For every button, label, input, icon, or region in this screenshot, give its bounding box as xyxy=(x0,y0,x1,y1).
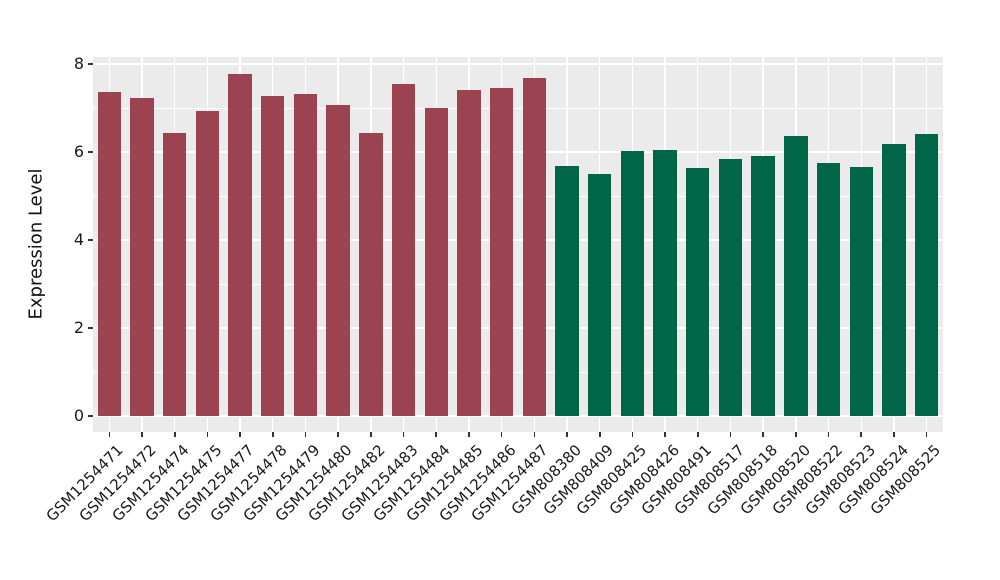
x-axis-tick xyxy=(893,432,895,437)
gridline-major xyxy=(93,415,943,417)
gridline-major xyxy=(93,151,943,153)
x-axis-tick xyxy=(141,432,143,437)
gridline-minor xyxy=(93,107,943,109)
x-axis-tick xyxy=(762,432,764,437)
bar xyxy=(686,167,710,416)
x-axis-tick xyxy=(435,432,438,437)
gridline-minor xyxy=(93,195,943,197)
x-axis-tick xyxy=(468,432,470,437)
bar xyxy=(718,159,743,416)
bar xyxy=(163,133,187,416)
bar xyxy=(391,83,416,416)
y-axis-tick xyxy=(88,151,93,153)
bar xyxy=(228,74,252,416)
x-axis-tick xyxy=(533,432,536,437)
bar xyxy=(359,133,383,416)
x-axis-tick xyxy=(304,432,307,437)
x-axis-tick xyxy=(795,432,797,437)
bar xyxy=(293,94,318,416)
y-axis-tick xyxy=(88,63,93,65)
bar xyxy=(326,104,350,416)
y-axis-label: Expression Level xyxy=(25,168,47,320)
x-axis-tick xyxy=(500,432,503,437)
y-tick-label: 4 xyxy=(73,230,84,249)
bar xyxy=(620,151,645,416)
gridline-minor xyxy=(93,371,943,373)
bar xyxy=(261,96,285,416)
gridline-major xyxy=(93,327,943,329)
x-axis-tick xyxy=(697,432,699,437)
x-axis-tick xyxy=(598,432,601,437)
bar xyxy=(849,166,873,416)
x-axis-tick xyxy=(402,432,405,437)
bar xyxy=(882,143,906,416)
bar xyxy=(653,150,677,416)
y-axis-tick xyxy=(88,239,93,241)
x-axis-tick xyxy=(108,432,111,437)
bar xyxy=(130,98,154,416)
bar xyxy=(784,135,808,416)
y-axis-tick xyxy=(88,327,93,329)
y-tick-label: 2 xyxy=(73,318,84,337)
x-axis-tick xyxy=(827,432,830,437)
bar xyxy=(489,87,514,416)
y-tick-label: 0 xyxy=(73,406,84,425)
y-tick-label: 8 xyxy=(73,54,84,73)
x-axis-tick xyxy=(664,432,666,437)
gridline-minor xyxy=(93,283,943,285)
x-axis-tick xyxy=(370,432,372,437)
x-axis-tick xyxy=(239,432,241,437)
x-axis-tick xyxy=(631,432,634,437)
bar xyxy=(522,77,547,416)
x-axis-tick xyxy=(272,432,274,437)
x-axis-tick xyxy=(206,432,209,437)
bar xyxy=(751,155,775,416)
bar xyxy=(555,166,579,416)
y-tick-label: 6 xyxy=(73,142,84,161)
x-axis-tick xyxy=(729,432,732,437)
bar xyxy=(914,133,939,416)
x-axis-tick xyxy=(337,432,339,437)
plot-panel xyxy=(93,57,943,432)
y-axis-tick xyxy=(88,415,93,417)
x-axis-tick xyxy=(860,432,863,437)
bar xyxy=(816,162,841,416)
x-axis-tick xyxy=(925,432,928,437)
bar xyxy=(588,173,612,416)
x-axis-tick xyxy=(566,432,568,437)
bar xyxy=(97,91,122,416)
gridline-major xyxy=(93,63,943,65)
bar xyxy=(457,89,481,416)
gridline-major xyxy=(93,239,943,241)
x-axis-tick xyxy=(173,432,176,437)
bar xyxy=(424,107,448,416)
bar xyxy=(195,111,220,416)
